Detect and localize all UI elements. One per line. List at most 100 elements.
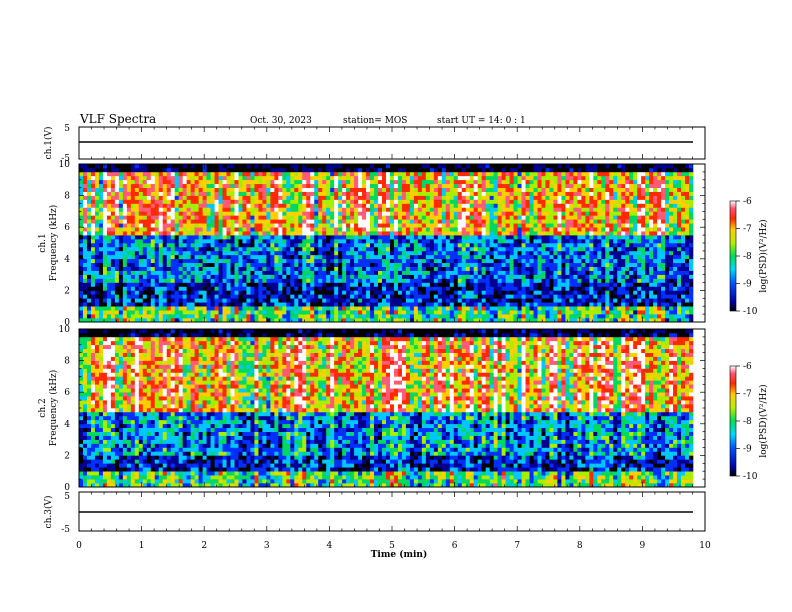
spectrogram-cell — [449, 262, 455, 267]
spectrogram-cell — [294, 286, 299, 291]
spectrogram-cell — [481, 187, 486, 192]
spectrogram-cell — [82, 258, 88, 264]
spectrogram-cell — [306, 258, 311, 264]
spectrogram-cell — [429, 203, 435, 208]
spectrogram-cell — [162, 278, 168, 283]
spectrogram-cell — [549, 187, 554, 192]
spectrogram-cell — [286, 302, 291, 307]
spectrogram-cell — [234, 318, 239, 323]
spectrogram-cell — [182, 258, 187, 264]
spectrogram-cell — [250, 191, 255, 196]
spectrogram-cell — [102, 235, 108, 240]
spectrogram-cell — [194, 183, 199, 188]
spectrogram-cell — [497, 203, 502, 208]
spectrogram-cell — [222, 270, 227, 275]
spectrogram-cell — [461, 243, 467, 248]
spectrogram-cell — [362, 270, 367, 275]
spectrogram-cell — [362, 250, 367, 256]
spectrogram-cell — [158, 227, 164, 232]
spectrogram-cell — [545, 179, 550, 185]
spectrogram-cell — [485, 318, 490, 323]
spectrogram-cell — [553, 199, 558, 204]
spectrogram-cell — [457, 314, 463, 319]
spectrogram-cell — [222, 282, 227, 287]
spectrogram-cell — [386, 231, 391, 236]
spectrogram-cell — [469, 286, 475, 291]
spectrogram-cell — [134, 191, 140, 196]
spectrogram-cell — [178, 183, 183, 188]
spectrogram-cell — [266, 207, 271, 212]
spectrogram-cell — [270, 167, 275, 173]
spectrogram-cell — [314, 310, 319, 315]
spectrogram-cell — [282, 175, 287, 181]
spectrogram-cell — [278, 290, 283, 295]
spectrogram-cell — [310, 219, 315, 224]
spectrogram-cell — [326, 195, 331, 200]
spectrogram-cell — [270, 254, 275, 260]
spectrogram-cell — [210, 195, 215, 200]
spectrogram-cell — [214, 274, 219, 279]
spectrogram-cell — [469, 167, 475, 173]
spectrogram-cell — [537, 223, 542, 228]
spectrogram-cell — [521, 164, 526, 169]
spectrogram-cell — [433, 191, 439, 196]
spectrogram-cell — [106, 258, 112, 264]
spectrogram-cell — [154, 298, 160, 303]
spectrogram-cell — [421, 215, 427, 220]
spectrogram-cell — [110, 282, 116, 287]
spectrogram-cell — [314, 254, 319, 260]
spectrogram-cell — [286, 164, 291, 169]
spectrogram-cell — [378, 290, 383, 295]
spectrogram-cell — [529, 219, 534, 224]
spectrogram-cell — [278, 239, 283, 244]
spectrogram-cell — [397, 231, 403, 236]
spectrogram-cell — [130, 282, 136, 287]
spectrogram-cell — [477, 243, 482, 248]
spectrogram-cell — [429, 306, 435, 311]
spectrogram-cell — [493, 262, 498, 267]
spectrogram-cell — [250, 167, 255, 173]
spectrogram-cell — [326, 314, 331, 319]
spectrogram-cell — [386, 302, 391, 307]
spectrogram-cell — [138, 187, 144, 192]
spectrogram-cell — [409, 179, 415, 185]
spectrogram-cell — [206, 164, 211, 169]
spectrogram-cell — [298, 183, 303, 188]
spectrogram-cell — [342, 266, 347, 271]
spectrogram-cell — [310, 270, 315, 275]
spectrogram-cell — [210, 250, 215, 256]
spectrogram-cell — [282, 203, 287, 208]
spectrogram-cell — [82, 298, 88, 303]
spectrogram-cell — [142, 254, 148, 260]
spectrogram-cell — [457, 199, 463, 204]
spectrogram-cell — [186, 314, 191, 319]
spectrogram-cell — [274, 203, 279, 208]
spectrogram-cell — [218, 235, 223, 240]
spectrogram-cell — [170, 306, 175, 311]
spectrogram-cell — [517, 183, 522, 188]
spectrogram-cell — [158, 306, 164, 311]
spectrogram-cell — [302, 270, 307, 275]
spectrogram-cell — [126, 294, 132, 299]
spectrogram-cell — [509, 211, 514, 216]
spectrogram-cell — [449, 171, 455, 177]
spectrogram-cell — [374, 183, 379, 188]
spectrogram-cell — [386, 266, 391, 271]
spectrogram-cell — [517, 187, 522, 192]
spectrogram-cell — [545, 294, 550, 299]
spectrogram-cell — [150, 191, 156, 196]
spectrogram-cell — [130, 290, 136, 295]
spectrogram-cell — [549, 227, 554, 232]
spectrogram-cell — [366, 294, 371, 299]
spectrogram-cell — [334, 246, 339, 252]
spectrogram-cell — [182, 262, 187, 267]
spectrogram-cell — [94, 314, 100, 319]
spectrogram-cell — [553, 270, 558, 275]
spectrogram-cell — [389, 266, 395, 271]
spectrogram-cell — [110, 286, 116, 291]
spectrogram-cell — [517, 231, 522, 236]
spectrogram-cell — [382, 290, 387, 295]
spectrogram-cell — [230, 286, 235, 291]
spectrogram-cell — [334, 199, 339, 204]
spectrogram-cell — [473, 167, 479, 173]
